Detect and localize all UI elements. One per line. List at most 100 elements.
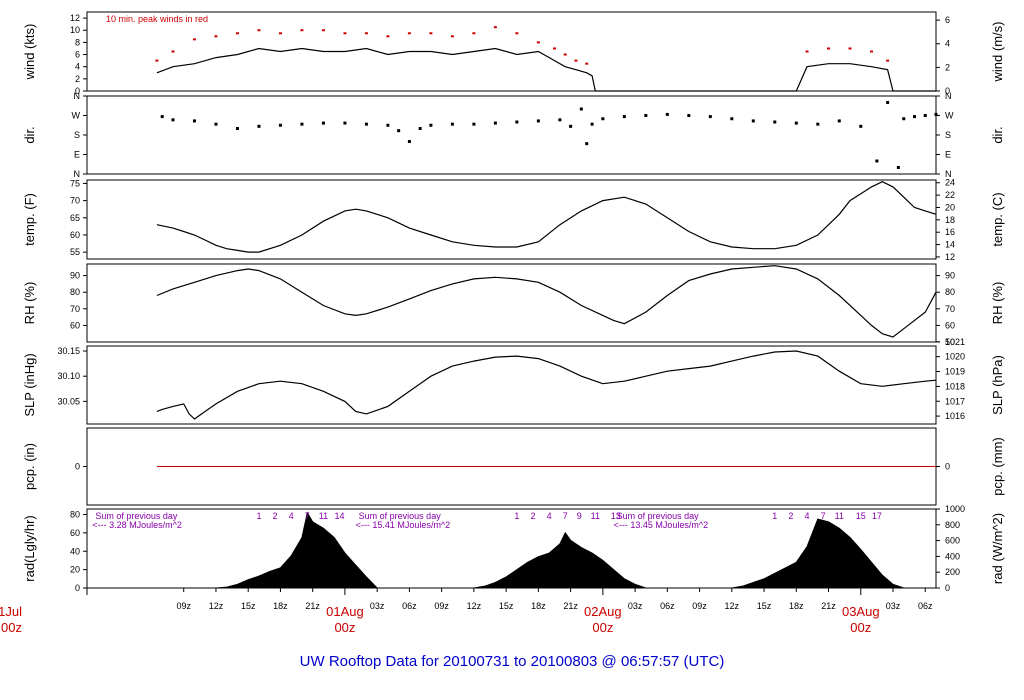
slp-right-tick-label: 1016 [945,411,965,421]
dir-point [278,123,282,127]
dir-point [859,124,863,128]
rad-sum-note-line1: Sum of previous day [359,511,442,521]
rad-hour-number: 7 [563,511,568,521]
wind-ylabel-left: wind (kts) [22,24,37,81]
wind-peak-point [321,29,325,32]
rad-sum-note-line1: Sum of previous day [617,511,700,521]
dir-point [171,118,175,122]
wind-peak-point [364,32,368,35]
dir-point [794,121,798,125]
rad-hour-number: 14 [335,511,345,521]
rad-hour-number: 4 [805,511,810,521]
dir-left-tick-label: E [74,150,80,160]
wind-peak-point [870,50,874,53]
dir-point [923,114,927,117]
dir-point [558,118,562,122]
wind-peak-point [536,41,540,44]
wind-series-line [156,47,936,92]
dir-right-tick-label: E [945,150,951,160]
x-tick-label: 15z [757,601,772,611]
rh-right-tick-label: 70 [945,304,955,314]
dir-point [837,119,841,123]
dir-point [214,122,218,126]
chart-title: UW Rooftop Data for 20100731 to 20100803… [300,653,725,670]
temp-left-tick-label: 70 [70,196,80,206]
wind-peak-point [827,47,831,50]
dir-point [493,121,497,125]
wind-peak-point [257,29,261,32]
x-tick-label: 12z [467,601,482,611]
dir-point [913,115,917,119]
dir-point [875,159,879,163]
rad-hour-number: 15 [856,511,866,521]
slp-series-line [156,350,937,420]
dir-point [364,122,368,126]
dir-point [418,127,422,130]
rh-ylabel-right: RH (%) [990,282,1005,325]
rh-right-tick-label: 80 [945,287,955,297]
rad-right-tick-label: 600 [945,536,960,546]
rad-right-tick-label: 400 [945,551,960,561]
x-tick-label: 15z [241,601,256,611]
x-tick-label: 21z [305,601,320,611]
wind-peak-point [450,35,454,38]
x-tick-label: 18z [273,601,288,611]
x-axis-layer: 09z 12z 15z 18z 21z 03z 06z 09z 12z 15z 18z 21z 03z 0… [0,588,933,635]
rad-hour-number: 11 [319,511,328,521]
rad-left-tick-label: 40 [70,546,80,556]
pcp-ylabel-right: pcp. (mm) [990,437,1005,496]
wind-right-tick-label: 6 [945,15,950,25]
x-date-time-label: 00z [592,620,613,635]
dir-frame [86,95,937,175]
slp-left-tick-label: 30.05 [57,396,80,406]
panel-slp: 30.05 30.10 30.15 1016 1017 1018 1019 1020 1021 S… [22,337,1005,425]
wind-peak-point [472,32,476,35]
x-tick-label: 03z [370,601,385,611]
rad-hour-number: 11 [835,511,844,521]
wind-peak-point [386,35,390,38]
wind-peak-point [493,26,497,29]
x-date-time-label: 00z [1,620,22,635]
rh-right-tick-label: 50 [945,337,955,347]
rad-hour-number: 2 [530,511,535,521]
rad-hour-number: 17 [872,511,882,521]
wind-ylabel-right: wind (m/s) [990,22,1005,83]
dir-point [730,117,734,121]
slp-right-tick-label: 1018 [945,381,965,391]
rh-ylabel-left: RH (%) [22,282,37,325]
rh-left-tick-label: 70 [70,304,80,314]
rad-ylabel-right: rad (W/m^2) [990,513,1005,584]
rad-sum-note-line1: Sum of previous day [95,511,178,521]
wind-peak-point [235,32,239,35]
dir-point [773,120,777,124]
x-tick-label: 03z [628,601,643,611]
x-date-label: 31Jul [0,604,22,619]
dir-point [407,140,411,143]
wind-left-tick-label: 0 [75,86,80,96]
dir-point [321,121,325,125]
rad-left-tick-label: 60 [70,528,80,538]
dir-point [590,122,594,126]
temp-right-tick-label: 16 [945,227,955,237]
dir-point [192,119,196,123]
dir-point [585,142,589,146]
x-tick-label: 06z [402,601,417,611]
dir-left-tick-label: N [74,169,81,179]
dir-point [601,117,605,121]
x-tick-label: 03z [886,601,901,611]
slp-right-tick-label: 1020 [945,352,965,362]
rh-left-tick-label: 90 [70,271,80,281]
pcp-left-tick-label: 0 [75,462,80,472]
wind-right-tick-label: 0 [945,86,950,96]
wind-left-tick-label: 12 [70,13,80,23]
dir-point [536,119,540,123]
dir-point [515,120,519,124]
dir-point [622,115,626,119]
wind-peak-point [214,35,218,38]
wind-left-tick-label: 10 [70,25,80,35]
x-tick-label: 18z [531,601,546,611]
temp-right-tick-label: 14 [945,240,955,250]
temp-left-tick-label: 65 [70,213,80,223]
